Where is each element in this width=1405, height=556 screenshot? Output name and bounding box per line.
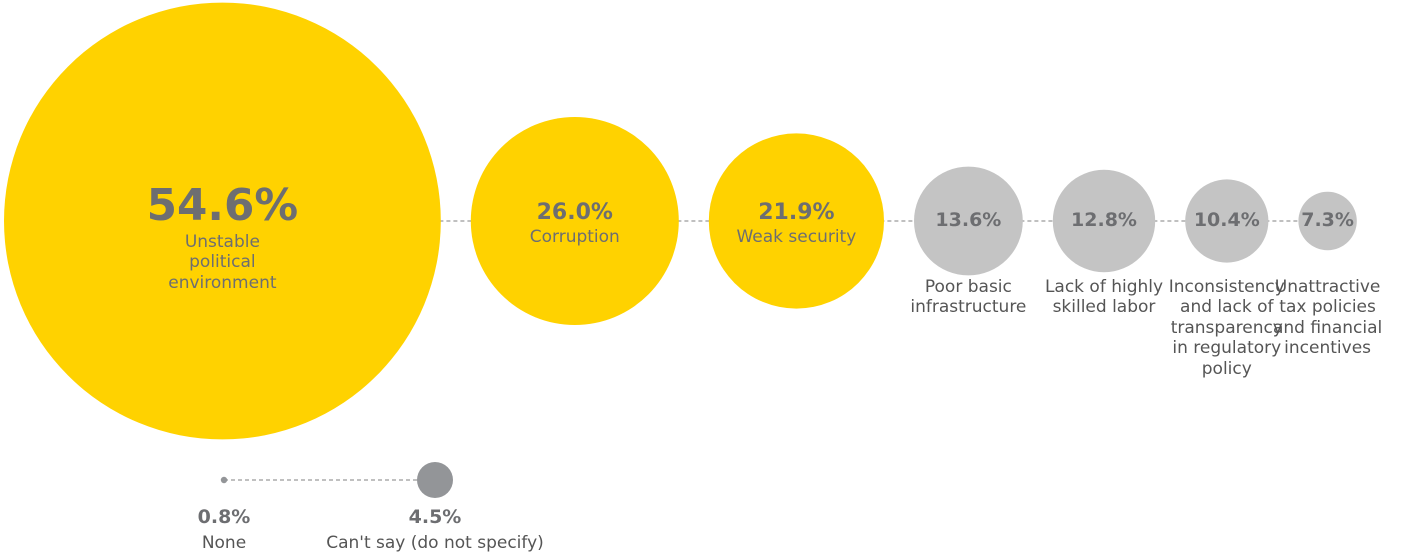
bubble [1298, 191, 1357, 251]
value-label: 21.9% [758, 200, 835, 226]
category-label: None [201, 533, 247, 553]
bubble [417, 462, 453, 498]
value-label: 12.8% [1071, 209, 1137, 231]
category-label: Unattractive tax policies and financial … [1272, 277, 1383, 359]
value-label: 13.6% [935, 209, 1002, 231]
value-label: 7.3% [1301, 209, 1354, 231]
category-label: Can't say (do not specify) [326, 533, 544, 553]
category-label: Lack of highly skilled labor [1044, 277, 1164, 318]
value-label: 4.5% [408, 506, 462, 528]
bubble [4, 2, 441, 440]
value-label: 10.4% [1193, 209, 1260, 231]
value-label: 0.8% [197, 506, 251, 528]
bubble [914, 166, 1023, 276]
category-label: Poor basic infrastructure [910, 277, 1027, 318]
value-label: 26.0% [536, 200, 613, 226]
category-label: Inconsistency and lack of transparency i… [1168, 277, 1285, 379]
category-label: Corruption [529, 226, 620, 247]
bubble [708, 133, 885, 309]
bubble [1052, 169, 1156, 273]
category-label: Weak security [736, 226, 857, 247]
bubble [220, 476, 228, 484]
value-label: 54.6% [146, 179, 299, 231]
bubble [1185, 179, 1269, 263]
bubble [470, 117, 679, 325]
category-label: Unstable political environment [168, 231, 277, 293]
